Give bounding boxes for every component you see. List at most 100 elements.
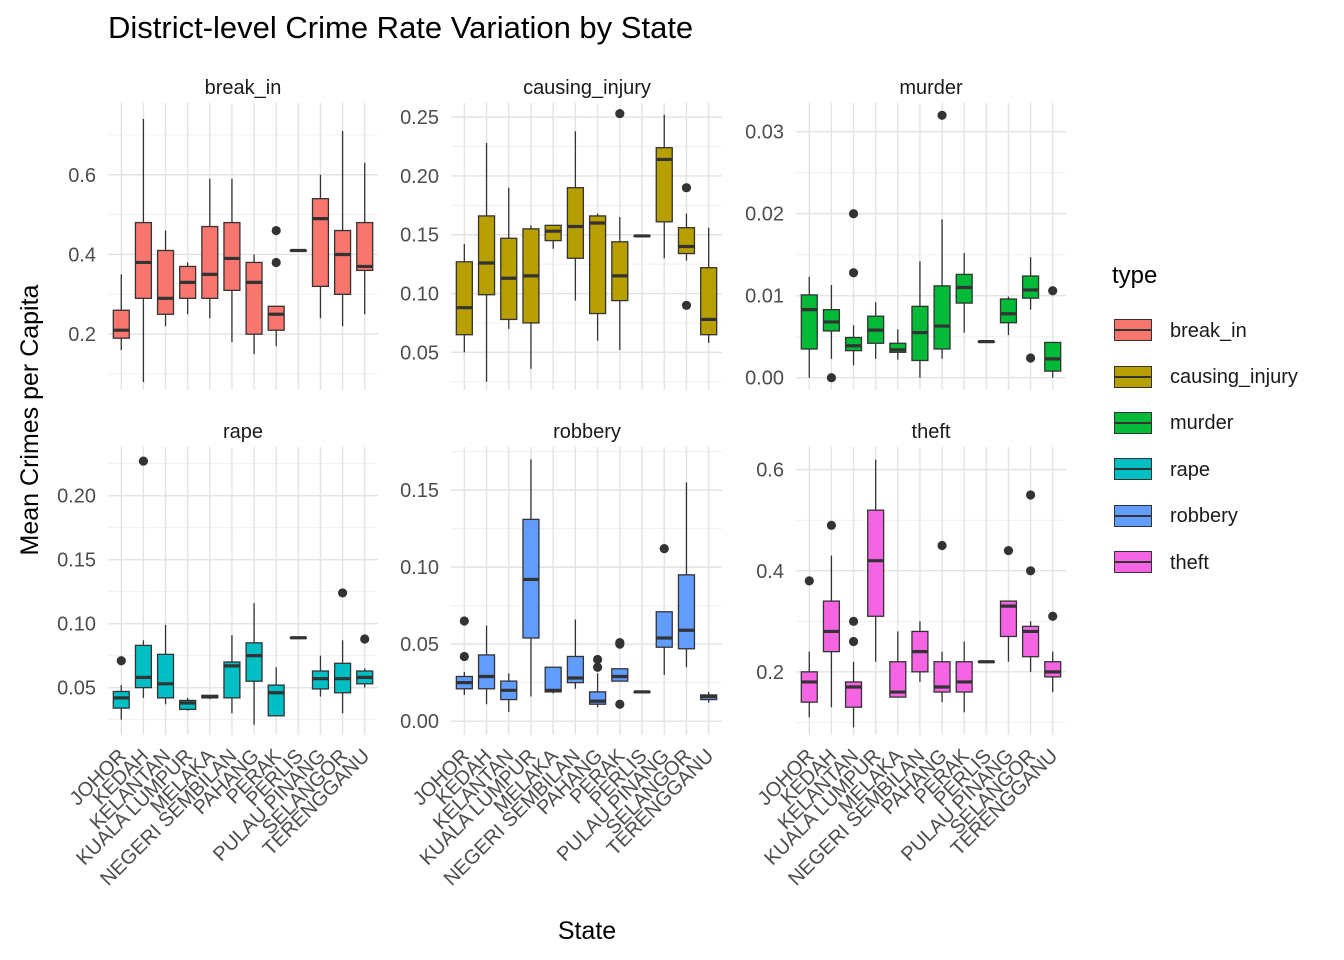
box-perlis [289,636,307,640]
box-selangor [1021,490,1040,672]
box-melaka [201,178,219,319]
box-iqr [611,241,629,302]
box-iqr [700,267,718,336]
box-johor [455,616,473,695]
y-axis-title: Mean Crimes per Capita [16,284,44,555]
box-iqr [455,261,473,336]
box-iqr [544,666,562,693]
box-pahang [245,603,263,725]
y-tick-label: 0.4 [756,561,784,583]
box-terengganu [356,634,374,688]
box-iqr [477,215,496,296]
box-iqr [477,654,496,690]
y-tick-label: 0.00 [400,711,439,733]
box-iqr [544,224,562,242]
box-iqr [933,661,951,693]
box-iqr [822,600,841,653]
outlier-point [138,456,149,466]
box-iqr [588,215,607,315]
box-kelantan [156,230,175,327]
y-tick-label: 0.15 [400,225,439,247]
outlier-point [459,616,469,626]
box-johor [112,274,130,351]
box-iqr [223,661,241,699]
outlier-point [937,110,947,120]
y-tick-label: 0.6 [756,460,784,482]
box-iqr [1044,341,1062,372]
y-tick-label: 0.15 [57,550,96,572]
box-selangor [677,183,696,310]
legend-key [1112,317,1156,345]
legend-label: murder [1170,412,1234,435]
box-kedah [477,625,496,705]
outlier-point [1048,611,1058,621]
box-terengganu [1044,286,1062,378]
outlier-point [848,616,859,626]
legend-item-rape: rape [1112,447,1298,493]
box-pulau-pinang [311,174,330,319]
y-tick-label: 0.20 [400,166,439,188]
box-iqr [955,661,973,693]
panel-break_in: 0.2 0.4 0.6 break_in [68,77,378,390]
box-iqr [677,227,696,255]
y-tick-label: 0.03 [745,122,784,144]
box-melaka [544,224,562,249]
legend-item-causing_injury: causing_injury [1112,354,1298,400]
box-melaka [889,631,907,698]
y-tick-label: 0.00 [745,368,784,390]
box-iqr [999,298,1018,324]
box-pulau-pinang [999,545,1018,662]
box-negeri-sembilan [911,621,929,682]
outlier-point [659,544,669,554]
legend-item-theft: theft [1112,540,1298,586]
outlier-point [848,636,859,647]
outlier-point [593,662,603,672]
outlier-point [937,540,947,551]
panel-rape: 0.050.100.150.20rapeJOHORKEDAHKELANTANKU… [57,421,378,890]
box-iqr [933,285,951,350]
box-kelantan [844,209,863,366]
legend-key [1112,410,1156,438]
legend-items: break_in causing_injury murder rape robbery t… [1112,308,1298,586]
box-kelantan [844,616,863,728]
legend: type break_in causing_injury murder rape rob… [1112,262,1298,586]
box-pahang [245,254,263,355]
box-iqr [267,305,285,331]
box-iqr [311,198,330,288]
box-terengganu [700,227,718,343]
facet-strip-label: murder [899,77,963,99]
y-tick-label: 0.05 [400,634,439,656]
box-kuala-lumpur [522,459,540,697]
facet-strip-label: causing_injury [523,77,651,99]
y-tick-label: 0.15 [400,480,439,502]
box-iqr [822,308,841,332]
box-kedah [822,285,841,383]
box-perlis [977,660,995,664]
box-iqr [999,600,1018,638]
box-melaka [201,694,219,700]
legend-item-murder: murder [1112,401,1298,447]
box-kelantan [156,624,175,705]
outlier-point [459,651,469,662]
box-perak [955,253,973,333]
outlier-point [615,699,625,709]
box-kuala-lumpur [179,262,197,315]
outlier-point [826,373,837,383]
legend-key [1112,456,1156,484]
y-tick-label: 0.25 [400,107,439,129]
box-iqr [201,225,219,299]
box-perlis [977,340,995,344]
panel-robbery: 0.000.050.100.15robberyJOHORKEDAHKELANTA… [400,421,722,890]
box-negeri-sembilan [911,261,929,378]
legend-label: rape [1170,458,1211,481]
box-pahang [588,213,607,341]
box-pulau-pinang [655,544,673,675]
outlier-point [615,637,625,648]
box-iqr [245,642,263,682]
outlier-point [681,300,692,310]
y-tick-label: 0.10 [57,614,96,636]
legend-key [1112,503,1156,531]
box-iqr [356,221,374,272]
box-kuala-lumpur [522,225,540,369]
box-terengganu [700,691,718,703]
